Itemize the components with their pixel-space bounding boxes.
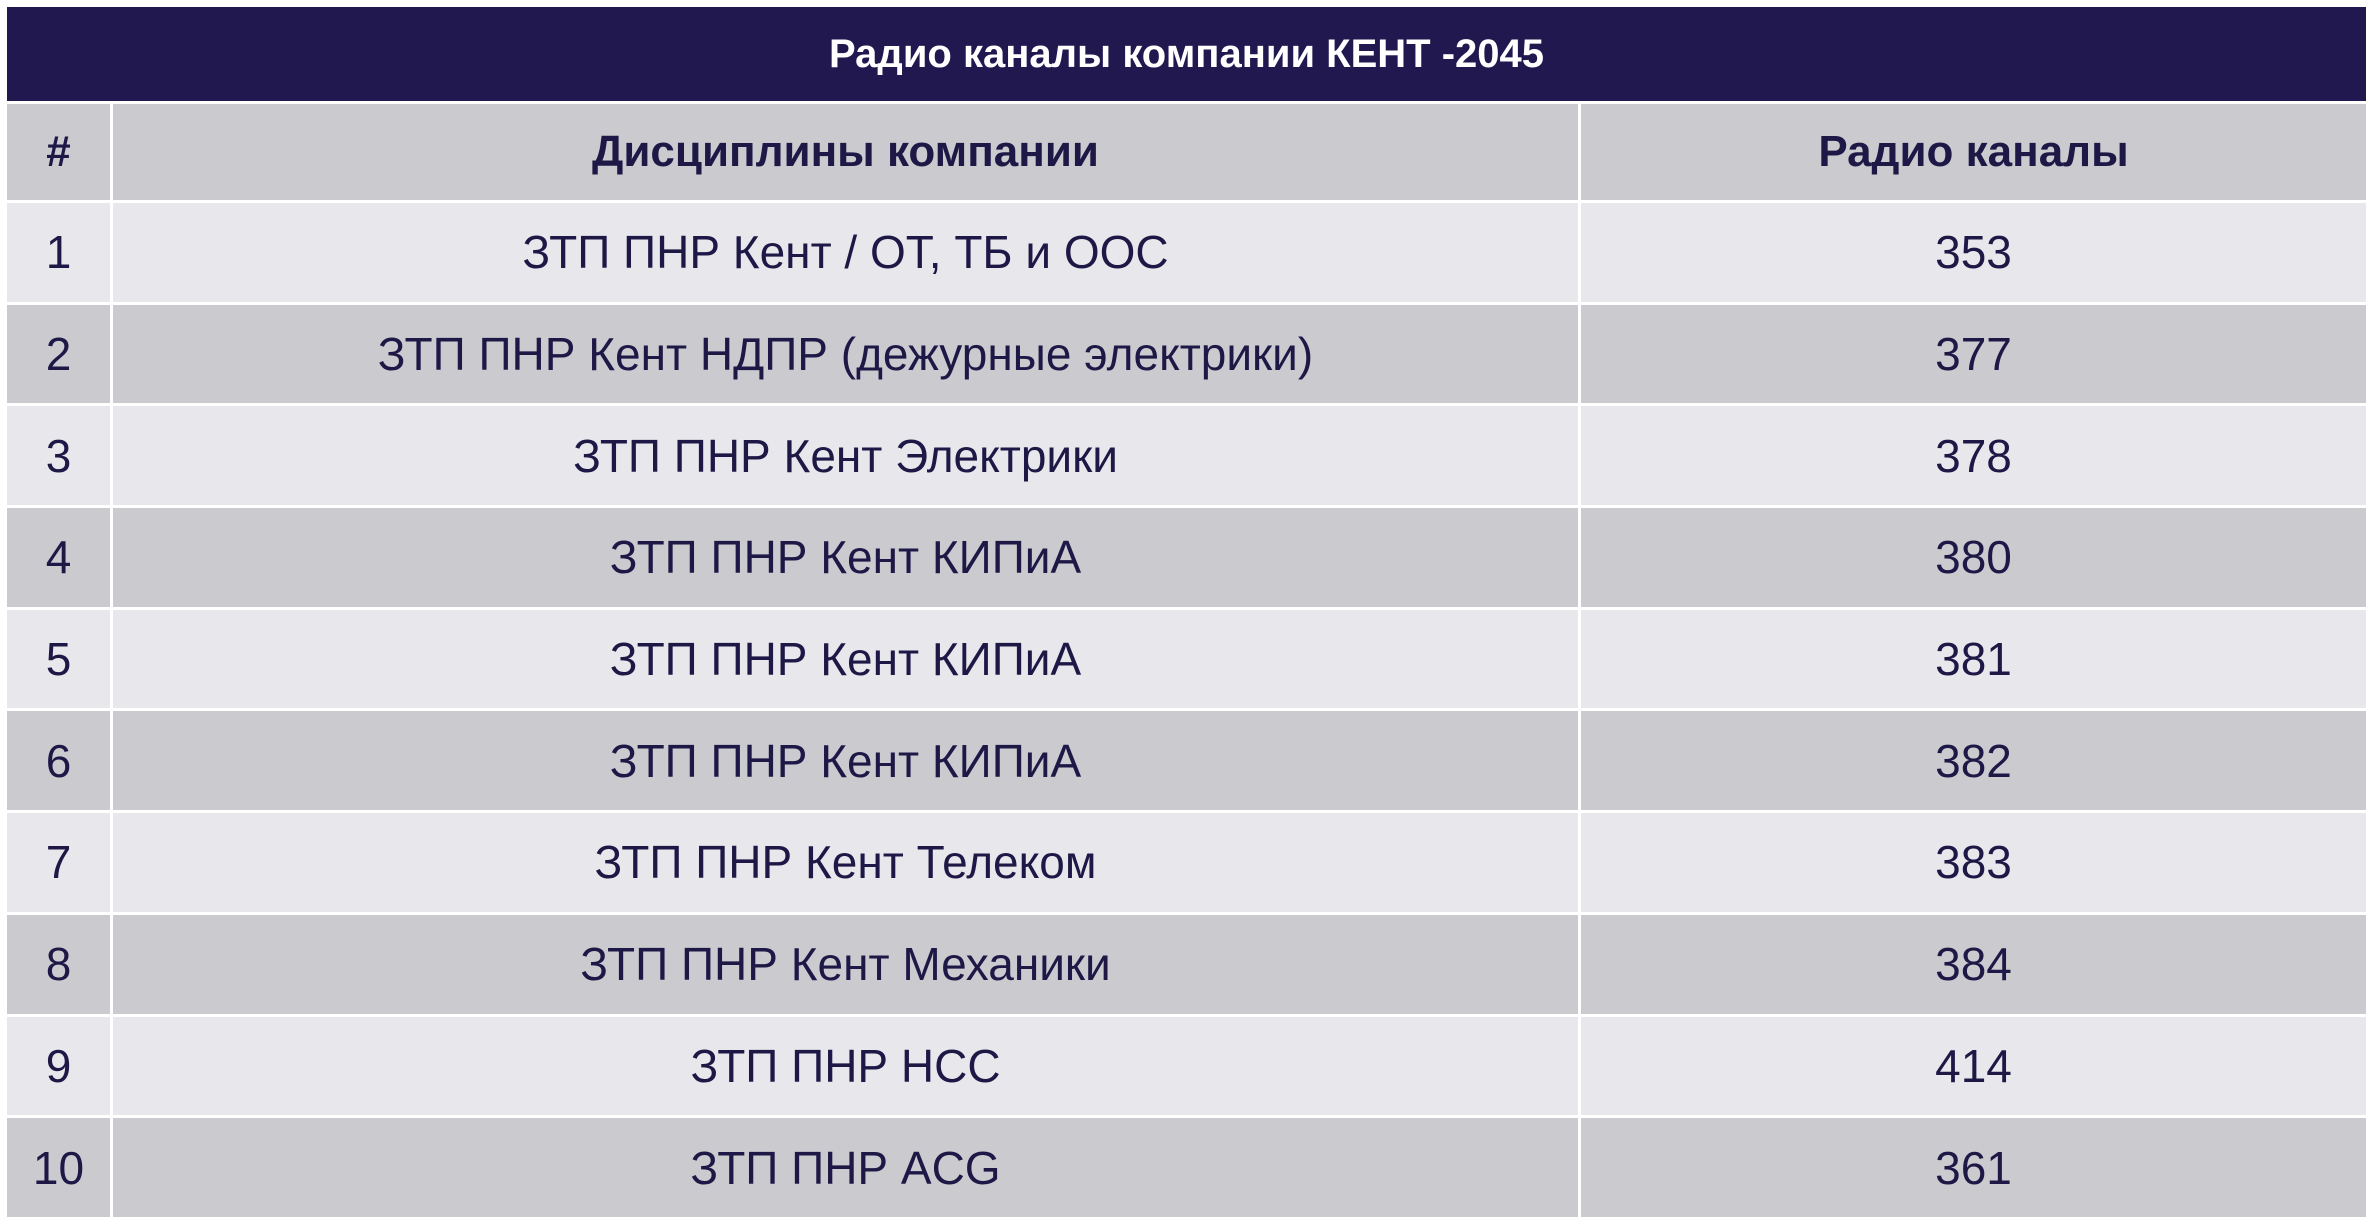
row-discipline: ЗТП ПНР ACG [110,1115,1581,1220]
column-header-radio-channel: Радио каналы [1577,101,2370,203]
row-number: 1 [4,200,113,305]
row-radio-channel: 384 [1577,911,2370,1017]
table-row: 8 ЗТП ПНР Кент Механики 384 [4,911,2370,1017]
row-discipline: ЗТП ПНР Кент КИПиА [110,505,1581,610]
row-discipline: ЗТП ПНР Кент / ОТ, ТБ и ООС [110,200,1581,305]
row-radio-channel: 353 [1577,200,2370,305]
table-row: 5 ЗТП ПНР Кент КИПиА 381 [4,606,2370,712]
row-discipline: ЗТП ПНР Кент КИПиА [110,606,1581,712]
row-discipline: ЗТП ПНР Кент НДПР (дежурные электрики) [110,301,1581,407]
radio-channels-table-container: Радио каналы компании КЕНТ -2045 # Дисци… [3,4,2370,1220]
row-radio-channel: 381 [1577,606,2370,712]
row-number: 9 [4,1013,113,1119]
row-discipline: ЗТП ПНР Кент Механики [110,911,1581,1017]
table-row: 1 ЗТП ПНР Кент / ОТ, ТБ и ООС 353 [4,200,2370,305]
row-number: 6 [4,708,113,814]
row-radio-channel: 414 [1577,1013,2370,1119]
row-number: 5 [4,606,113,712]
row-discipline: ЗТП ПНР Кент Электрики [110,403,1581,509]
table-row: 2 ЗТП ПНР Кент НДПР (дежурные электрики)… [4,301,2370,407]
column-header-number: # [4,101,113,203]
table-row: 7 ЗТП ПНР Кент Телеком 383 [4,810,2370,915]
table-row: 6 ЗТП ПНР Кент КИПиА 382 [4,708,2370,814]
row-radio-channel: 382 [1577,708,2370,814]
table-row: 10 ЗТП ПНР ACG 361 [4,1115,2370,1220]
row-number: 10 [4,1115,113,1220]
row-number: 2 [4,301,113,407]
table-header-row: # Дисциплины компании Радио каналы [4,101,2370,203]
table-title: Радио каналы компании КЕНТ -2045 [3,4,2370,104]
radio-channels-table: Радио каналы компании КЕНТ -2045 # Дисци… [3,4,2370,1220]
table-row: 9 ЗТП ПНР НСС 414 [4,1013,2370,1119]
column-header-discipline: Дисциплины компании [110,101,1581,203]
row-discipline: ЗТП ПНР Кент КИПиА [110,708,1581,814]
row-number: 3 [4,403,113,509]
table-row: 3 ЗТП ПНР Кент Электрики 378 [4,403,2370,509]
row-discipline: ЗТП ПНР НСС [110,1013,1581,1119]
row-radio-channel: 380 [1577,505,2370,610]
row-radio-channel: 361 [1577,1115,2370,1220]
row-radio-channel: 377 [1577,301,2370,407]
row-number: 4 [4,505,113,610]
row-number: 8 [4,911,113,1017]
row-radio-channel: 383 [1577,810,2370,915]
row-number: 7 [4,810,113,915]
row-radio-channel: 378 [1577,403,2370,509]
table-title-row: Радио каналы компании КЕНТ -2045 [3,4,2370,104]
table-row: 4 ЗТП ПНР Кент КИПиА 380 [4,505,2370,610]
row-discipline: ЗТП ПНР Кент Телеком [110,810,1581,915]
